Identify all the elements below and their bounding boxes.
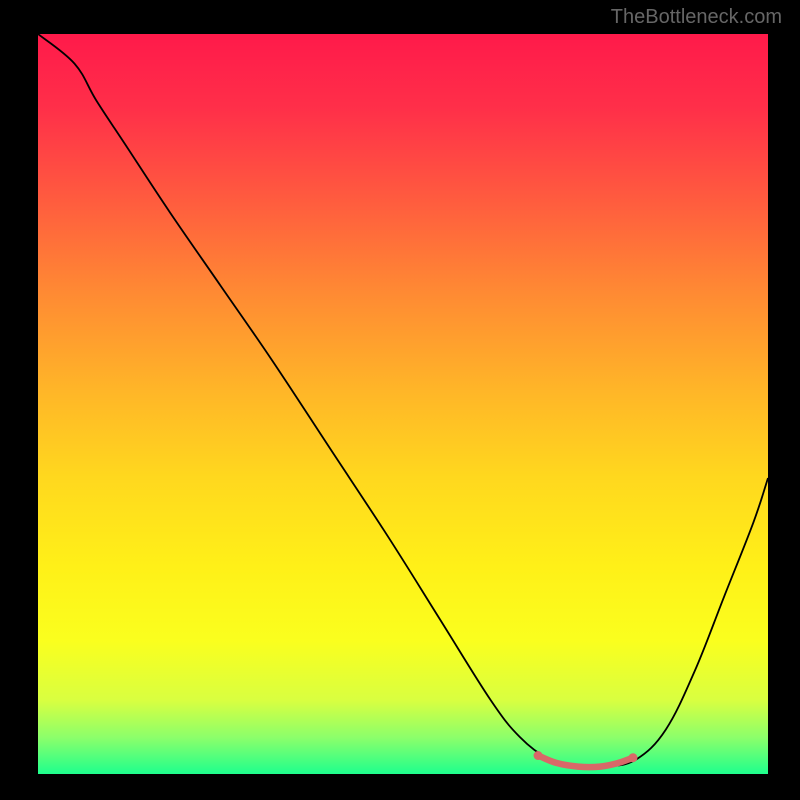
curve-layer bbox=[38, 34, 768, 774]
plot-area bbox=[38, 34, 768, 774]
highlight-start-dot bbox=[534, 751, 543, 760]
attribution-text: TheBottleneck.com bbox=[611, 6, 782, 29]
highlight-end-dot bbox=[628, 753, 637, 762]
bottleneck-curve bbox=[38, 34, 768, 768]
highlight-segment bbox=[538, 756, 633, 768]
